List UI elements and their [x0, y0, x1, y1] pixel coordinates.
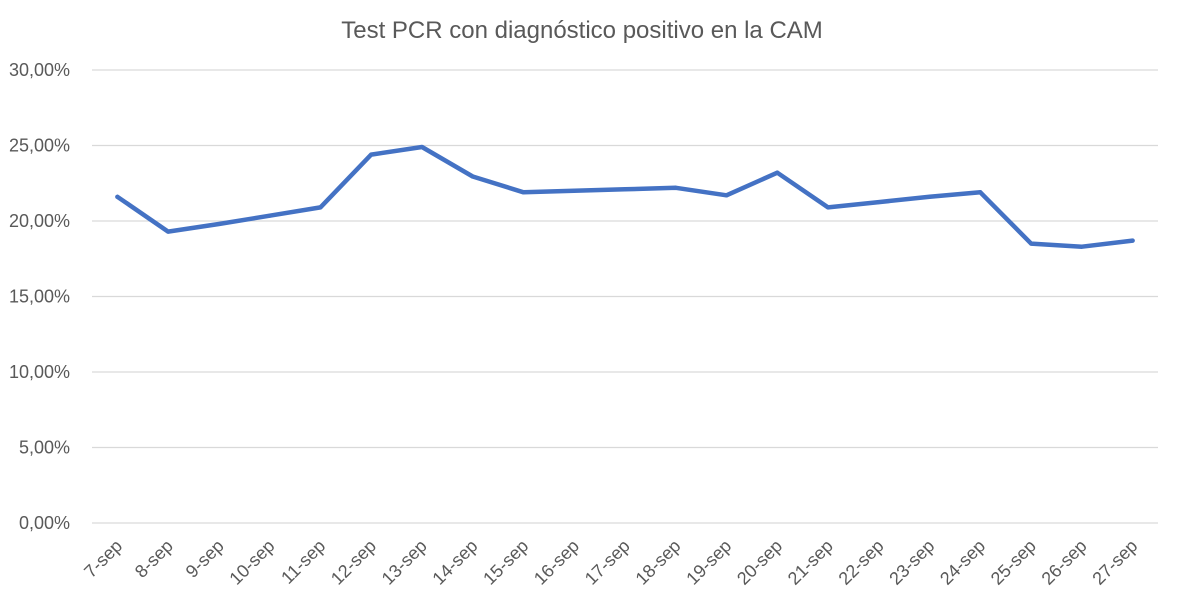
- y-tick-label: 25,00%: [9, 136, 70, 156]
- x-tick-label: 23-sep: [885, 536, 938, 589]
- x-tick-label: 24-sep: [936, 536, 989, 589]
- x-tick-label: 20-sep: [733, 536, 786, 589]
- data-point: [927, 194, 932, 199]
- data-point: [978, 190, 983, 195]
- y-axis-labels: 0,00% 5,00% 10,00% 15,00% 20,00% 25,00% 30,00%: [9, 60, 70, 533]
- data-point: [1079, 244, 1084, 249]
- x-tick-label: 13-sep: [378, 536, 431, 589]
- x-tick-label: 10-sep: [225, 536, 278, 589]
- data-point: [673, 185, 678, 190]
- data-point: [1130, 238, 1135, 243]
- y-tick-label: 5,00%: [19, 438, 70, 458]
- data-point: [166, 229, 171, 234]
- x-tick-label: 15-sep: [479, 536, 532, 589]
- x-tick-label: 11-sep: [277, 536, 329, 588]
- data-point: [115, 194, 120, 199]
- x-tick-label: 19-sep: [682, 536, 735, 589]
- data-point: [572, 188, 577, 193]
- x-axis-labels: 7-sep 8-sep 9-sep10-sep11-sep12-sep13-sep1…: [80, 536, 1141, 589]
- y-tick-label: 20,00%: [9, 211, 70, 231]
- data-point: [521, 190, 526, 195]
- y-tick-label: 10,00%: [9, 362, 70, 382]
- data-point: [826, 205, 831, 210]
- chart-title: Test PCR con diagnóstico positivo en la …: [341, 17, 823, 44]
- data-point: [470, 174, 475, 179]
- data-point: [775, 170, 780, 175]
- x-tick-label: 17-sep: [581, 536, 634, 589]
- x-tick-label: 27-sep: [1088, 536, 1141, 589]
- x-tick-label: 12-sep: [327, 536, 380, 589]
- x-tick-label: 25-sep: [987, 536, 1040, 589]
- x-tick-label: 18-sep: [632, 536, 685, 589]
- x-tick-label: 22-sep: [835, 536, 888, 589]
- data-point: [318, 205, 323, 210]
- y-tick-label: 0,00%: [19, 513, 70, 533]
- x-tick-label: 8-sep: [131, 536, 177, 582]
- x-tick-label: 16-sep: [530, 536, 583, 589]
- x-tick-label: 14-sep: [428, 536, 481, 589]
- series-line: [115, 144, 1135, 249]
- data-point: [267, 213, 272, 218]
- data-point: [419, 145, 424, 150]
- y-tick-label: 30,00%: [9, 60, 70, 80]
- x-tick-label: 9-sep: [182, 536, 228, 582]
- data-point: [1029, 241, 1034, 246]
- gridlines: [92, 69, 1158, 524]
- x-tick-label: 21-sep: [784, 536, 837, 589]
- data-point: [724, 193, 729, 198]
- x-tick-label: 7-sep: [80, 536, 126, 582]
- series-layer: [115, 144, 1135, 249]
- data-point: [216, 222, 221, 227]
- data-point: [369, 152, 374, 157]
- data-point: [623, 187, 627, 192]
- x-tick-label: 26-sep: [1038, 536, 1091, 589]
- data-point: [876, 200, 881, 205]
- y-tick-label: 15,00%: [9, 287, 70, 307]
